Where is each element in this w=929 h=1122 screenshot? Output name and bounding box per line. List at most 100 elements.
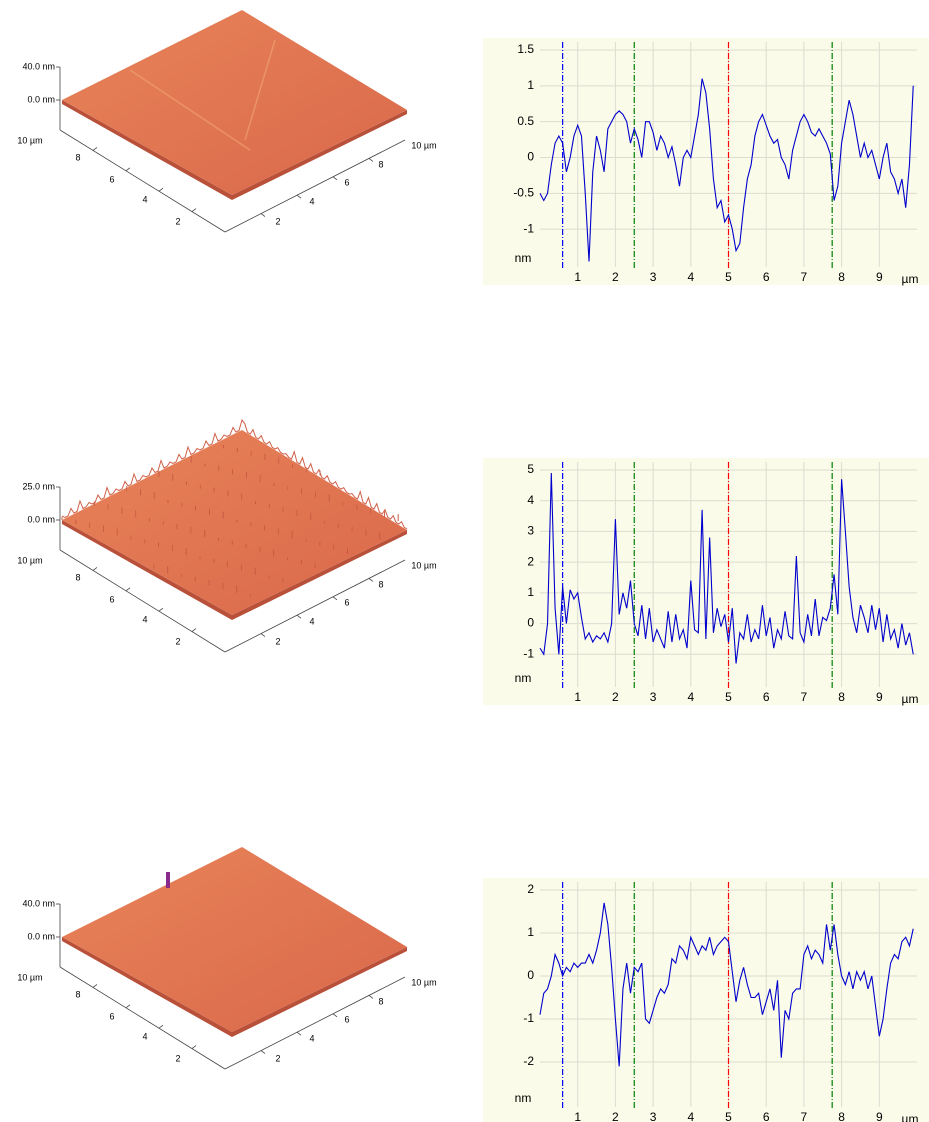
axis-tick-label: 2 — [175, 1053, 180, 1063]
x-tick-label: 7 — [801, 690, 808, 704]
axis-line — [93, 984, 97, 987]
y-tick-label: 5 — [527, 462, 534, 476]
axis-line — [93, 567, 97, 570]
axis-tick-label: 6 — [344, 177, 349, 187]
axis-tick-label: 4 — [309, 1033, 314, 1043]
surface — [62, 10, 407, 195]
chart-background — [483, 878, 929, 1122]
x-tick-label: 4 — [687, 690, 694, 704]
y-tick-label: 1 — [527, 78, 534, 92]
axis-tick-label: 2 — [275, 216, 280, 226]
x-tick-label: 7 — [801, 270, 808, 284]
y-axis-unit: nm — [515, 1091, 532, 1105]
y-tick-label: 4 — [527, 493, 534, 507]
x-tick-label: 8 — [838, 1110, 845, 1122]
y-tick-label: 0 — [527, 150, 534, 164]
x-tick-label: 2 — [612, 690, 619, 704]
figure: 40.0 nm0.0 nm10 µm8642246810 µm25.0 nm0.… — [0, 0, 929, 1122]
axis-tick-label: 6 — [109, 594, 114, 604]
x-tick-label: 2 — [612, 1110, 619, 1122]
x-tick-label: 5 — [725, 690, 732, 704]
x-tick-label: 1 — [574, 270, 581, 284]
axis-tick-label: 10 µm — [411, 560, 436, 570]
y-tick-label: -1 — [523, 646, 534, 660]
axis-line — [126, 1005, 130, 1008]
axis-tick-label: 6 — [344, 1014, 349, 1024]
x-tick-label: 3 — [650, 270, 657, 284]
axis-line — [192, 629, 196, 632]
x-tick-label: 4 — [687, 270, 694, 284]
z-label: 0.0 nm — [27, 94, 55, 104]
axis-tick-label: 6 — [109, 174, 114, 184]
y-tick-label: 3 — [527, 524, 534, 538]
axis-tick-label: 6 — [344, 597, 349, 607]
surface — [62, 430, 407, 615]
axis-tick-label: 8 — [378, 159, 383, 169]
axis-tick-label: 8 — [75, 989, 80, 999]
y-axis-unit: nm — [515, 251, 532, 265]
x-tick-label: 7 — [801, 1110, 808, 1122]
y-tick-label: 1.5 — [517, 42, 534, 56]
axis-line — [93, 147, 97, 150]
axis-tick-label: 2 — [275, 1053, 280, 1063]
axis-tick-label: 10 µm — [17, 135, 42, 145]
x-tick-label: 3 — [650, 1110, 657, 1122]
axis-line — [297, 1032, 301, 1035]
z-label: 0.0 nm — [27, 514, 55, 524]
axis-line — [159, 608, 163, 611]
axis-tick-label: 10 µm — [411, 140, 436, 150]
x-tick-label: 2 — [612, 270, 619, 284]
axis-tick-label: 8 — [75, 572, 80, 582]
axis-tick-label: 4 — [309, 196, 314, 206]
axis-line — [126, 168, 130, 171]
y-tick-label: -2 — [523, 1054, 534, 1068]
x-axis-unit: µm — [902, 692, 919, 706]
axis-line — [159, 1025, 163, 1028]
axis-line — [369, 158, 373, 161]
surface — [62, 847, 407, 1032]
y-tick-label: 0.5 — [517, 114, 534, 128]
axis-tick-label: 2 — [275, 636, 280, 646]
axis-tick-label: 2 — [175, 636, 180, 646]
axis-tick-label: 4 — [142, 614, 147, 624]
y-tick-label: 1 — [527, 585, 534, 599]
y-tick-label: 2 — [527, 882, 534, 896]
chart-background — [483, 458, 929, 705]
x-tick-label: 6 — [763, 690, 770, 704]
axis-tick-label: 8 — [75, 152, 80, 162]
axis-tick-label: 10 µm — [17, 555, 42, 565]
z-label: 0.0 nm — [27, 931, 55, 941]
z-label: 40.0 nm — [22, 61, 55, 71]
x-tick-label: 4 — [687, 1110, 694, 1122]
x-tick-label: 8 — [838, 690, 845, 704]
chart-background — [483, 38, 929, 285]
axis-line — [297, 615, 301, 618]
y-axis-unit: nm — [515, 671, 532, 685]
axis-tick-label: 4 — [142, 1031, 147, 1041]
axis-line — [261, 214, 265, 217]
axis-tick-label: 10 µm — [411, 977, 436, 987]
x-tick-label: 6 — [763, 1110, 770, 1122]
axis-tick-label: 4 — [142, 194, 147, 204]
x-tick-label: 3 — [650, 690, 657, 704]
axis-line — [192, 1046, 196, 1049]
x-tick-label: 9 — [876, 690, 883, 704]
y-tick-label: -1 — [523, 1011, 534, 1025]
axis-tick-label: 8 — [378, 996, 383, 1006]
axis-line — [333, 1014, 337, 1017]
axis-line — [297, 195, 301, 198]
x-tick-label: 5 — [725, 1110, 732, 1122]
axis-line — [369, 578, 373, 581]
y-tick-label: -0.5 — [513, 186, 534, 200]
y-tick-label: 0 — [527, 968, 534, 982]
axis-line — [369, 995, 373, 998]
axis-line — [159, 188, 163, 191]
z-label: 25.0 nm — [22, 481, 55, 491]
x-tick-label: 9 — [876, 270, 883, 284]
y-tick-label: -1 — [523, 221, 534, 235]
axis-line — [261, 634, 265, 637]
axis-tick-label: 2 — [175, 216, 180, 226]
axis-line — [126, 588, 130, 591]
y-tick-label: 1 — [527, 925, 534, 939]
z-label: 40.0 nm — [22, 898, 55, 908]
